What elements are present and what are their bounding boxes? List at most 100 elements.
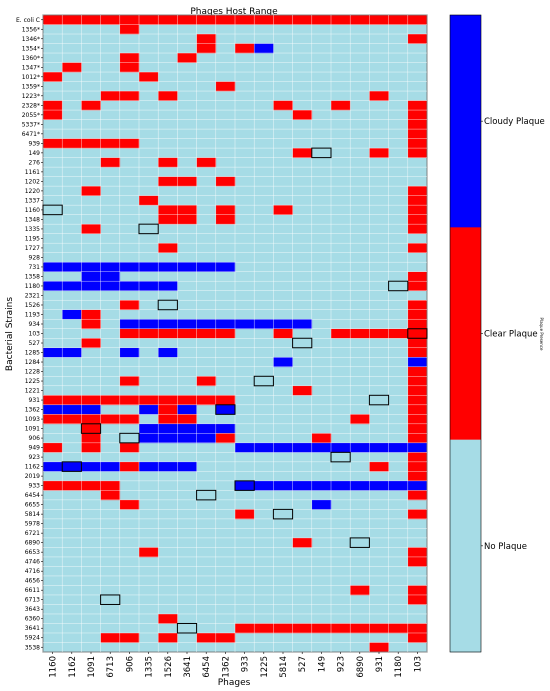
heatmap-cell [215, 81, 236, 92]
heatmap-cell [158, 632, 178, 643]
colorbar-segment [450, 227, 481, 440]
heatmap-cell [407, 452, 428, 463]
heatmap-cell [43, 100, 63, 111]
heatmap-cell [407, 34, 428, 44]
y-tick-label: 933 [29, 483, 41, 490]
heatmap-cell [81, 100, 101, 111]
heatmap-cell [215, 395, 236, 406]
heatmap-cell [407, 433, 428, 444]
heatmap-cell [407, 186, 428, 196]
y-tick-label: 1347* [22, 64, 40, 71]
y-tick-label: 1202 [25, 178, 40, 185]
heatmap-cell [407, 347, 428, 358]
heatmap-cell [407, 119, 428, 130]
heatmap-cell [139, 423, 159, 434]
heatmap-cell [177, 433, 197, 444]
heatmap-cell [407, 461, 428, 472]
heatmap-cell [81, 319, 101, 330]
heatmap-cell [158, 613, 178, 624]
heatmap-cell [158, 433, 178, 444]
heatmap-cell [139, 195, 159, 206]
heatmap-cell [350, 623, 370, 634]
heatmap-grid [42, 14, 428, 653]
legend-entry: Cloudy Plaque [484, 117, 545, 127]
heatmap-cell [215, 433, 236, 444]
y-tick-label: 1091 [25, 426, 40, 433]
heatmap-cell [100, 461, 121, 472]
heatmap-cell [369, 480, 389, 491]
heatmap-cell [119, 262, 140, 272]
colorbar: Cloudy Plaque Clear Plaque No Plaque [449, 14, 545, 653]
heatmap-cell [119, 347, 140, 358]
heatmap-cell [119, 328, 140, 339]
y-tick-label: 1358 [25, 273, 40, 280]
x-tick-label: 3641 [183, 656, 193, 678]
heatmap-cell [81, 442, 101, 453]
y-tick-label: 1180 [25, 283, 40, 290]
y-tick-label: 6655 [25, 502, 40, 509]
x-tick-labels: 1160 1162 1091 6713 906 1335 1526 3641 6454 1362 9… [49, 652, 423, 678]
heatmap-cell [407, 480, 428, 491]
heatmap-cell [43, 461, 63, 472]
y-tick-label: 103 [29, 331, 41, 338]
heatmap-cell [311, 623, 332, 634]
y-tick-label: 3641 [25, 625, 40, 632]
heatmap-cell [407, 129, 428, 139]
heatmap-cell [100, 15, 121, 25]
heatmap-cell [81, 461, 101, 472]
y-tick-label: 276 [29, 159, 41, 166]
heatmap-cell [273, 328, 293, 339]
heatmap-cell [407, 15, 428, 25]
y-tick-label: 6721 [25, 530, 40, 537]
y-tick-label: 6471* [22, 131, 40, 138]
y-tick-label: 1354* [22, 45, 40, 52]
y-tick-label: 1348 [25, 216, 40, 223]
heatmap-cell [407, 271, 428, 282]
heatmap-cell [407, 214, 428, 225]
heatmap-cell [100, 490, 121, 501]
heatmap-cell [407, 547, 428, 558]
y-tick-label: 1285 [25, 350, 40, 357]
x-tick-label: 6890 [356, 656, 366, 678]
y-tick-label: 1093 [25, 416, 40, 423]
heatmap-cell [331, 328, 351, 339]
heatmap-cell [369, 642, 389, 653]
heatmap-cell [331, 480, 351, 491]
heatmap-cell [350, 585, 370, 596]
highlight-box [407, 328, 428, 339]
heatmap-cell [119, 62, 140, 73]
x-tick-label: 1362 [221, 656, 231, 678]
y-tick-label: 5924 [25, 635, 40, 642]
heatmap-cell [43, 110, 63, 120]
heatmap-cell [388, 442, 409, 453]
heatmap-cell [311, 442, 332, 453]
x-tick-label: 1162 [68, 656, 78, 678]
heatmap-cell [43, 404, 63, 415]
heatmap-cell [311, 499, 332, 510]
heatmap-cell [407, 414, 428, 425]
heatmap-cell [62, 309, 82, 320]
heatmap-cell [215, 176, 236, 187]
heatmap-cell [235, 442, 255, 453]
y-tick-label: 3643 [25, 606, 40, 613]
y-tick-label: 2055* [22, 112, 40, 119]
heatmap-cell [273, 319, 293, 330]
heatmap-cell [100, 262, 121, 272]
y-tick-label: 1195 [25, 235, 40, 242]
heatmap-cell [158, 395, 178, 406]
heatmap-cell [273, 205, 293, 215]
x-tick-label: 527 [298, 656, 308, 672]
heatmap-cell [119, 15, 140, 25]
heatmap-cell [273, 480, 293, 491]
heatmap-cell [407, 395, 428, 406]
y-tick-label: 1356* [22, 26, 40, 33]
heatmap-cell [81, 433, 101, 444]
heatmap-cell [81, 414, 101, 425]
heatmap-cell [177, 53, 197, 63]
y-tick-label: 1220 [25, 188, 40, 195]
y-tick-label: 4716 [25, 568, 40, 575]
heatmap-cell [62, 62, 82, 73]
heatmap-cell [292, 15, 313, 25]
heatmap-cell [196, 328, 217, 339]
